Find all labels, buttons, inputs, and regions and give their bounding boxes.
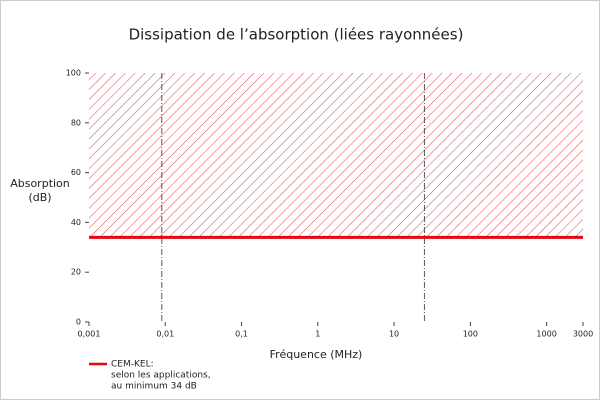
x-tick-label: 0,1 bbox=[235, 330, 248, 339]
x-tick-label: 1 bbox=[315, 330, 320, 339]
x-tick-label: 0,01 bbox=[156, 330, 174, 339]
y-tick-label: 80 bbox=[71, 118, 81, 127]
shaded-region bbox=[89, 73, 583, 238]
y-tick-label: 40 bbox=[71, 218, 81, 227]
y-tick-label: 20 bbox=[71, 268, 81, 277]
legend-note: selon les applications, bbox=[111, 371, 211, 381]
y-tick-label: 60 bbox=[71, 168, 81, 177]
y-axis-label: Absorption bbox=[10, 177, 70, 190]
x-tick-label: 1000 bbox=[536, 330, 556, 339]
x-tick-label: 100 bbox=[463, 330, 478, 339]
y-tick-label: 100 bbox=[66, 69, 81, 78]
legend-label: CEM-KEL: bbox=[111, 360, 154, 370]
x-tick-label: 3000 bbox=[573, 330, 593, 339]
x-tick-label: 0,001 bbox=[78, 330, 101, 339]
x-axis-label: Fréquence (MHz) bbox=[270, 348, 363, 361]
chart-title: Dissipation de l’absorption (liées rayon… bbox=[129, 26, 464, 44]
y-tick-label: 0 bbox=[76, 318, 81, 327]
x-tick-label: 10 bbox=[389, 330, 399, 339]
legend-note: au minimum 34 dB bbox=[111, 382, 197, 392]
y-axis-label: (dB) bbox=[28, 191, 51, 204]
